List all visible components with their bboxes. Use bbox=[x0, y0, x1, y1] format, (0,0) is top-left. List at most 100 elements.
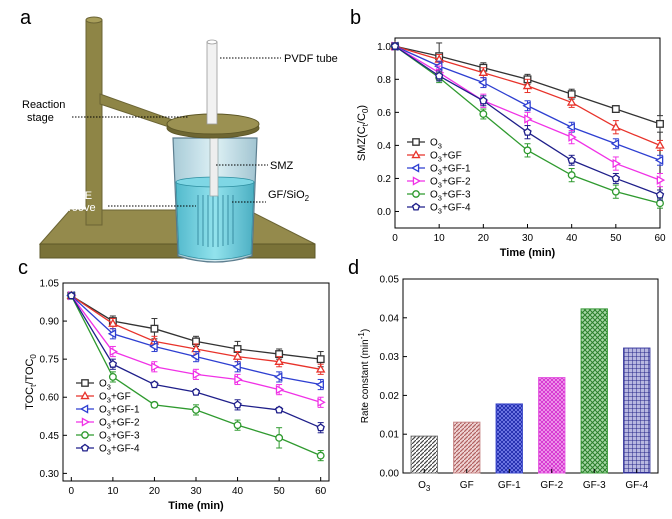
x-tick-label: 40 bbox=[232, 486, 244, 497]
legend-label-GF-1: O3+GF-1 bbox=[430, 164, 471, 177]
x-tick-label: 60 bbox=[654, 233, 666, 244]
pvdf-tube-top bbox=[206, 39, 218, 45]
data-point-GF-2 bbox=[234, 374, 243, 385]
data-point-GF-4 bbox=[567, 155, 576, 164]
x-tick-label: 20 bbox=[478, 233, 490, 244]
data-point-GF-2 bbox=[612, 158, 621, 169]
legend-label-GF-1: O3+GF-1 bbox=[99, 405, 140, 418]
data-point-GF bbox=[522, 80, 533, 90]
x-tick-label: 30 bbox=[190, 486, 202, 497]
data-point-GF-2 bbox=[275, 384, 285, 395]
legend-marker-GF-2 bbox=[412, 176, 422, 186]
legend-marker-GF bbox=[80, 390, 90, 400]
series-GF bbox=[390, 41, 665, 151]
y-tick-label: 1.0 bbox=[377, 42, 391, 53]
data-point-GF-4 bbox=[233, 400, 242, 409]
x-tick-label: 10 bbox=[434, 233, 446, 244]
legend-marker-GF-2 bbox=[81, 417, 91, 427]
legend-label-O3: O3 bbox=[99, 379, 111, 392]
series-GF-1 bbox=[66, 290, 324, 391]
x-tick-label: 60 bbox=[315, 486, 327, 497]
legend-label-GF: O3+GF bbox=[430, 151, 462, 164]
callout-reaction-2: stage bbox=[27, 112, 54, 124]
legend-label-GF-2: O3+GF-2 bbox=[99, 418, 140, 431]
x-tick-label: 0 bbox=[69, 486, 75, 497]
legend-marker-O3 bbox=[412, 138, 420, 146]
data-point-GF-3 bbox=[567, 171, 576, 180]
x-axis-label: Time (min) bbox=[500, 247, 556, 259]
data-point-GF bbox=[611, 122, 621, 131]
data-point-GF bbox=[478, 67, 489, 76]
data-point-GF-4 bbox=[655, 190, 665, 199]
data-point-GF bbox=[566, 97, 577, 106]
x-tick-label: 20 bbox=[149, 486, 161, 497]
legend-label-GF-2: O3+GF-2 bbox=[430, 177, 471, 190]
y-tick-label: 0.02 bbox=[380, 391, 400, 402]
data-point-GF-4 bbox=[191, 387, 201, 396]
chart-d-rate-constant: 0.00 0.01 0.02 0.03 0.04 0.05 Rate constant (m… bbox=[357, 275, 659, 493]
data-point-GF-1 bbox=[654, 155, 664, 166]
pvdf-tube bbox=[206, 41, 218, 125]
data-point-GF-2 bbox=[151, 362, 160, 372]
data-point-O3 bbox=[567, 90, 576, 99]
data-point-GF-2 bbox=[568, 132, 577, 142]
data-point-GF-2 bbox=[524, 114, 533, 124]
x-tick-label: 30 bbox=[522, 233, 534, 244]
data-point-GF-4 bbox=[434, 71, 444, 80]
legend-marker-GF-3 bbox=[412, 190, 420, 198]
callout-smz: SMZ bbox=[270, 160, 294, 172]
plot-frame bbox=[402, 278, 659, 474]
y-tick-label: 0.2 bbox=[377, 174, 391, 185]
y-tick-label: 1.05 bbox=[40, 279, 60, 290]
callout-ptfe-2: groove bbox=[62, 202, 96, 214]
data-point-GF-3 bbox=[656, 199, 664, 208]
legend-label-O3: O3 bbox=[430, 138, 442, 151]
x-tick-label-GF: GF bbox=[460, 480, 474, 491]
x-tick-label-O3: O3 bbox=[418, 480, 431, 493]
data-point-GF-3 bbox=[108, 372, 117, 381]
data-point-GF-3 bbox=[523, 146, 532, 155]
callout-reaction-1: Reaction bbox=[22, 99, 65, 111]
callout-pvdf-tube: PVDF tube bbox=[284, 53, 338, 65]
data-point-GF-4 bbox=[108, 359, 118, 368]
x-tick-label-GF-4: GF-4 bbox=[625, 480, 648, 491]
y-tick-label: 0.0 bbox=[377, 207, 391, 218]
y-tick-label: 0.4 bbox=[377, 141, 391, 152]
data-point-GF-3 bbox=[150, 400, 159, 409]
y-tick-label: 0.05 bbox=[380, 275, 400, 286]
legend-label-GF: O3+GF bbox=[99, 392, 131, 405]
bar-GF-3 bbox=[580, 308, 608, 474]
data-point-GF-4 bbox=[390, 41, 400, 50]
data-point-GF-1 bbox=[190, 351, 200, 362]
data-point-GF bbox=[232, 351, 243, 360]
y-tick-label: 0.45 bbox=[40, 431, 60, 442]
legend-label-GF-4: O3+GF-4 bbox=[430, 203, 471, 216]
series-GF-4 bbox=[67, 291, 325, 434]
legend-label-GF-3: O3+GF-3 bbox=[99, 431, 140, 444]
bar-GF bbox=[453, 421, 481, 474]
data-point-O3 bbox=[316, 355, 325, 364]
chart-c-toc-removal: 0 10 20 30 40 50 60 0.30 0.45 0.60 0.75 0.90 1.05 Tim… bbox=[24, 279, 330, 512]
data-point-O3 bbox=[656, 119, 664, 128]
y-axis-label: Rate constant (min-1) bbox=[357, 329, 371, 423]
y-tick-label: 0.75 bbox=[40, 355, 60, 366]
x-axis-label: Time (min) bbox=[168, 500, 224, 512]
data-point-GF-3 bbox=[275, 433, 284, 442]
data-point-GF-1 bbox=[274, 372, 283, 382]
data-point-GF-2 bbox=[656, 175, 666, 185]
data-point-GF-1 bbox=[610, 138, 620, 149]
legend-label-GF-4: O3+GF-4 bbox=[99, 444, 140, 457]
y-tick-label: 0.00 bbox=[380, 469, 400, 480]
x-tick-label-GF-1: GF-1 bbox=[498, 480, 521, 491]
x-tick-label: 50 bbox=[610, 233, 622, 244]
data-point-GF-1 bbox=[522, 100, 531, 111]
data-point-GF-4 bbox=[523, 127, 532, 136]
support-pole-top bbox=[85, 16, 103, 24]
data-point-GF-1 bbox=[315, 379, 324, 390]
data-point-GF bbox=[655, 140, 665, 149]
legend-marker-GF-1 bbox=[410, 163, 420, 173]
data-point-GF-3 bbox=[192, 405, 200, 414]
data-point-GF-4 bbox=[316, 423, 325, 432]
